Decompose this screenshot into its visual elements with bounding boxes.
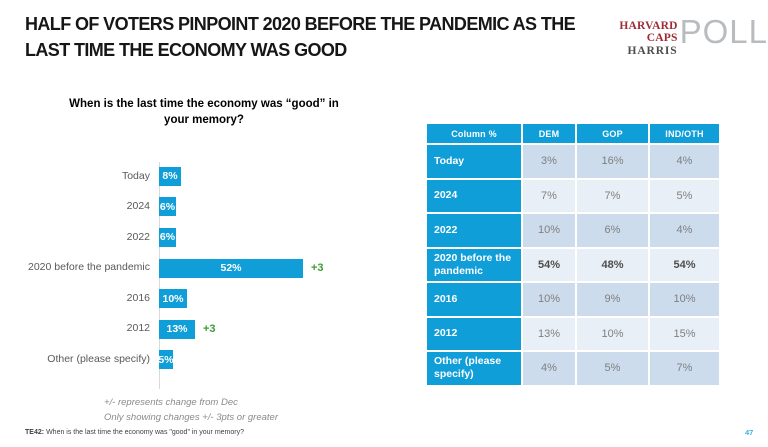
logo-harris: HARRIS	[627, 44, 678, 57]
table-row: Today 3% 16% 4%	[427, 145, 719, 178]
bar-category-label: 2022	[126, 230, 150, 243]
bar-category-label: 2016	[126, 291, 150, 304]
bar-category-label: 2024	[126, 200, 150, 213]
table-header-gop: GOP	[577, 124, 648, 143]
row-label: 2022	[427, 214, 521, 247]
cell-gop: 5%	[577, 352, 648, 385]
cell-dem: 4%	[523, 352, 575, 385]
logo-wordmark: HARVARD CAPS HARRIS	[600, 16, 678, 57]
bar-chart: Today 8% 2024 6% 2022 6% 2020 before the…	[8, 161, 324, 375]
chart-footnotes: +/- represents change from Dec Only show…	[104, 396, 278, 425]
bar-change-label: +3	[311, 262, 324, 275]
bar: 13%	[159, 319, 195, 339]
row-label: 2016	[427, 283, 521, 316]
bar: 10%	[159, 289, 187, 309]
row-label: 2012	[427, 317, 521, 350]
bar-change-label: +3	[203, 323, 216, 336]
cell-dem: 54%	[523, 248, 575, 281]
row-label: 2020 before the pandemic	[427, 248, 521, 281]
bar-row: 2022 6%	[8, 222, 324, 253]
row-label: Today	[427, 145, 521, 178]
bar-row: 2024 6%	[8, 192, 324, 223]
bar-row: Today 8%	[8, 161, 324, 192]
question-text: When is the last time the economy was "g…	[46, 429, 245, 436]
bar-row: Other (please specify) 5%	[8, 345, 324, 376]
chart-footnote-line: +/- represents change from Dec	[104, 397, 238, 408]
table-header-indoth: IND/OTH	[650, 124, 719, 143]
bar: 52%	[159, 258, 303, 278]
bar-row: 2020 before the pandemic 52% +3	[8, 253, 324, 284]
cell-gop: 16%	[577, 145, 648, 178]
question-id: TE42:	[25, 429, 45, 436]
bar: 5%	[158, 350, 174, 370]
table-row: Other (please specify) 4% 5% 7%	[427, 352, 719, 385]
page-number: 47	[745, 428, 754, 437]
table-row: 2016 10% 9% 10%	[427, 283, 719, 316]
bar-category-label: 2020 before the pandemic	[27, 261, 150, 274]
cell-gop: 48%	[577, 248, 648, 281]
cell-gop: 9%	[577, 283, 648, 316]
table-header-row: Column % DEM GOP IND/OTH	[427, 124, 719, 143]
chart-footnote-line: Only showing changes +/- 3pts or greater	[104, 411, 278, 423]
bar: 6%	[159, 227, 176, 247]
page-title: HALF OF VOTERS PINPOINT 2020 BEFORE THE …	[25, 14, 576, 60]
harvard-harris-poll-logo: HARVARD CAPS HARRIS POLL	[600, 13, 768, 57]
cell-indoth: 5%	[650, 179, 719, 212]
cell-indoth: 10%	[650, 283, 719, 316]
table-row: 2024 7% 7% 5%	[427, 179, 719, 212]
table-header-column-pct: Column %	[427, 124, 521, 143]
bar: 8%	[159, 166, 181, 186]
cell-indoth: 7%	[650, 352, 719, 385]
cell-indoth: 15%	[650, 317, 719, 350]
table-row: 2022 10% 6% 4%	[427, 214, 719, 247]
cell-indoth: 4%	[650, 145, 719, 178]
table-row: 2012 13% 10% 15%	[427, 317, 719, 350]
table-header-dem: DEM	[523, 124, 575, 143]
logo-harvard-caps: HARVARD CAPS	[619, 20, 678, 45]
cell-indoth: 54%	[650, 248, 719, 281]
cell-indoth: 4%	[650, 214, 719, 247]
cell-gop: 7%	[577, 179, 648, 212]
source-footnote: TE42: When is the last time the economy w…	[25, 429, 244, 436]
cell-dem: 13%	[523, 317, 575, 350]
cell-dem: 3%	[523, 145, 575, 178]
cell-dem: 7%	[523, 179, 575, 212]
table-row: 2020 before the pandemic 54% 48% 54%	[427, 248, 719, 281]
bar-row: 2016 10%	[8, 283, 324, 314]
bar-row: 2012 13% +3	[8, 314, 324, 345]
cell-dem: 10%	[523, 214, 575, 247]
bar-category-label: Today	[121, 169, 150, 182]
row-label: Other (please specify)	[427, 352, 521, 385]
logo-poll: POLL	[679, 13, 768, 50]
bar-category-label: 2012	[126, 322, 150, 335]
row-label: 2024	[427, 179, 521, 212]
cell-dem: 10%	[523, 283, 575, 316]
bar: 6%	[159, 197, 176, 217]
bar-category-label: Other (please specify)	[47, 353, 150, 366]
cell-gop: 6%	[577, 214, 648, 247]
chart-title: When is the last time the economy was “g…	[69, 98, 339, 127]
crosstab-table: Column % DEM GOP IND/OTH Today 3% 16% 4%…	[427, 124, 719, 387]
cell-gop: 10%	[577, 317, 648, 350]
